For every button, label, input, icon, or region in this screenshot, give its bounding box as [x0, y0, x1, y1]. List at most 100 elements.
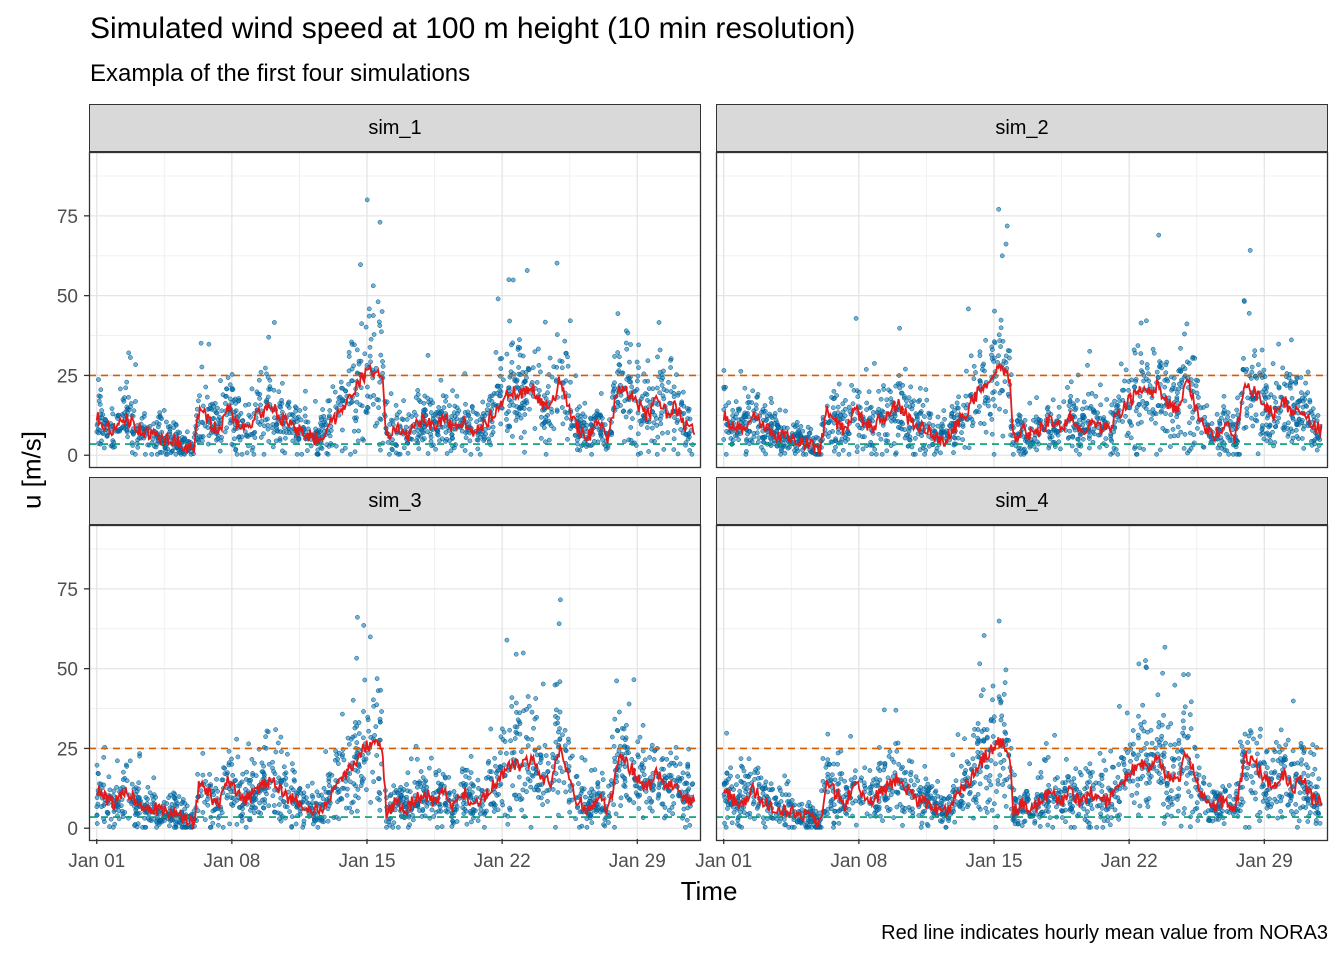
scatter-point	[349, 809, 355, 815]
scatter-point	[289, 824, 295, 829]
scatter-point	[1315, 435, 1321, 441]
scatter-point	[1315, 413, 1321, 418]
scatter-point	[753, 406, 759, 412]
scatter-point	[198, 340, 204, 346]
scatter-point	[431, 814, 437, 819]
scatter-point	[439, 824, 445, 829]
scatter-point	[1273, 380, 1279, 386]
scatter-point	[1168, 788, 1174, 794]
scatter-point	[477, 451, 483, 457]
scatter-point	[600, 805, 605, 811]
facet-strip-label: sim_3	[89, 477, 701, 525]
scatter-point	[545, 769, 551, 774]
scatter-point	[475, 777, 481, 783]
scatter-point	[257, 396, 262, 401]
scatter-point	[282, 425, 287, 431]
scatter-point	[380, 364, 386, 369]
scatter-point	[213, 785, 219, 791]
facet-panel-sim-2: sim_2	[715, 104, 1329, 469]
scatter-point	[184, 429, 190, 435]
scatter-point	[124, 379, 130, 385]
scatter-point	[546, 787, 552, 793]
scatter-point	[301, 818, 307, 824]
scatter-point	[665, 430, 671, 435]
scatter-point	[1201, 775, 1207, 780]
scatter-point	[654, 385, 660, 391]
scatter-point	[380, 359, 385, 364]
scatter-point	[246, 412, 252, 418]
scatter-point	[783, 408, 788, 414]
scatter-point	[584, 824, 590, 830]
scatter-point	[230, 387, 236, 392]
scatter-point	[971, 363, 977, 369]
scatter-point	[983, 429, 989, 435]
scatter-point	[223, 393, 229, 399]
scatter-point	[1196, 395, 1201, 400]
scatter-point	[926, 410, 932, 416]
scatter-point	[436, 405, 442, 410]
scatter-point	[922, 414, 927, 419]
scatter-point	[513, 418, 519, 423]
scatter-point	[451, 445, 457, 451]
scatter-point	[951, 415, 957, 421]
scatter-point	[263, 417, 269, 423]
scatter-point	[211, 403, 216, 409]
scatter-point	[846, 404, 852, 410]
scatter-point	[1144, 318, 1149, 324]
scatter-point	[426, 765, 432, 771]
scatter-point	[1156, 720, 1162, 725]
scatter-point	[1249, 369, 1255, 375]
scatter-point	[234, 822, 240, 827]
scatter-point	[1150, 412, 1156, 417]
scatter-point	[484, 808, 489, 814]
scatter-point	[366, 728, 371, 734]
scatter-point	[429, 755, 434, 761]
scatter-point	[918, 385, 923, 391]
scatter-point	[598, 391, 604, 396]
scatter-point	[1081, 399, 1087, 405]
scatter-point	[403, 424, 409, 430]
scatter-point	[553, 721, 558, 727]
scatter-point	[895, 432, 901, 438]
scatter-point	[351, 363, 356, 369]
scatter-point	[1221, 821, 1227, 826]
scatter-point	[204, 394, 210, 400]
scatter-point	[1103, 436, 1109, 441]
scatter-point	[450, 388, 455, 393]
scatter-point	[1248, 376, 1254, 381]
scatter-point	[953, 778, 959, 784]
scatter-point	[388, 792, 394, 797]
scatter-point	[538, 414, 544, 420]
scatter-point	[120, 814, 126, 820]
scatter-point	[435, 824, 440, 830]
scatter-point	[199, 364, 205, 370]
scatter-point	[1309, 410, 1315, 416]
scatter-point	[379, 309, 385, 314]
scatter-point	[721, 384, 727, 390]
scatter-point	[227, 821, 232, 827]
scatter-point	[280, 409, 285, 415]
scatter-point	[1294, 421, 1299, 427]
scatter-point	[314, 451, 320, 457]
scatter-point	[522, 449, 527, 455]
scatter-point	[1168, 412, 1174, 418]
scatter-point	[352, 754, 357, 760]
scatter-point	[545, 760, 551, 766]
scatter-point	[856, 432, 862, 438]
scatter-point	[670, 793, 675, 799]
scatter-point	[1303, 380, 1308, 386]
scatter-point	[243, 824, 249, 830]
scatter-point	[335, 400, 341, 405]
scatter-point	[644, 392, 650, 397]
scatter-point	[250, 802, 255, 808]
scatter-point	[1045, 822, 1051, 828]
scatter-point	[669, 805, 675, 810]
scatter-point	[677, 778, 683, 784]
scatter-point	[633, 790, 639, 796]
scatter-point	[184, 803, 190, 809]
scatter-point	[340, 385, 345, 391]
scatter-point	[323, 749, 329, 754]
scatter-point	[335, 761, 341, 766]
scatter-point	[351, 428, 357, 434]
scatter-point	[1154, 369, 1160, 375]
